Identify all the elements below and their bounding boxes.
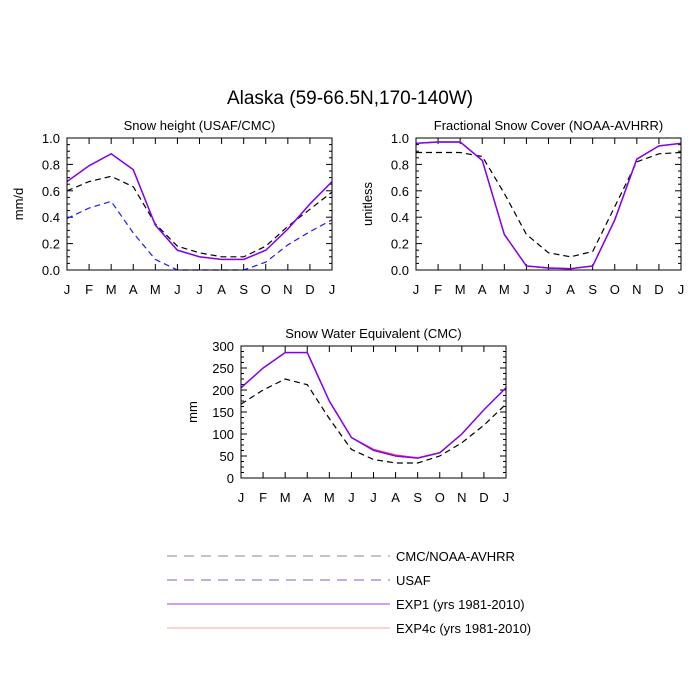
chart-title: Fractional Snow Cover (NOAA-AVHRR) xyxy=(434,118,663,133)
series-line xyxy=(415,141,682,270)
y-tick-label: 300 xyxy=(212,339,234,354)
x-tick-label: J xyxy=(329,282,336,297)
x-tick-label: S xyxy=(239,282,248,297)
series-line xyxy=(66,175,333,258)
x-tick-label: M xyxy=(455,282,466,297)
chart-panel-1: Snow height (USAF/CMC) mm/d 0.0 0.2 0.4 0.6 0.… xyxy=(11,118,335,297)
x-tick-label: M xyxy=(280,490,291,505)
x-tick-label: J xyxy=(678,282,685,297)
x-tick-label: J xyxy=(174,282,181,297)
x-tick-label: O xyxy=(435,490,445,505)
x-tick-label: M xyxy=(150,282,161,297)
y-tick-label: 1.0 xyxy=(391,131,409,146)
y-tick-label: 0.6 xyxy=(391,184,409,199)
y-tick-label: 0.8 xyxy=(42,157,60,172)
series-line xyxy=(66,152,333,261)
y-tick-label: 0.2 xyxy=(391,237,409,252)
figure-title: Alaska (59-66.5N,170-140W) xyxy=(227,88,473,109)
y-tick-label: 150 xyxy=(212,405,234,420)
y-tick-label: 100 xyxy=(212,427,234,442)
x-tick-label: A xyxy=(129,282,138,297)
x-tick-label: O xyxy=(610,282,620,297)
x-tick-label: J xyxy=(348,490,355,505)
x-tick-label: S xyxy=(588,282,597,297)
y-tick-label: 200 xyxy=(212,383,234,398)
x-tick-label: S xyxy=(413,490,422,505)
x-tick-label: D xyxy=(479,490,488,505)
series-line xyxy=(416,151,682,258)
x-tick-label: A xyxy=(217,282,226,297)
y-tick-label: 0.6 xyxy=(42,184,60,199)
legend-label: EXP4c (yrs 1981-2010) xyxy=(396,621,531,636)
legend-label: CMC/NOAA-AVHRR xyxy=(396,549,515,564)
series-line xyxy=(66,200,333,271)
x-tick-label: D xyxy=(654,282,663,297)
series-line xyxy=(240,378,507,464)
x-tick-label: N xyxy=(283,282,292,297)
x-tick-label: N xyxy=(457,490,466,505)
y-axis-label: mm xyxy=(185,401,200,423)
x-tick-label: M xyxy=(324,490,335,505)
x-tick-label: O xyxy=(261,282,271,297)
x-tick-label: J xyxy=(64,282,71,297)
legend: CMC/NOAA-AVHRR USAF EXP1 (yrs 1981-2010) EX… xyxy=(167,549,531,636)
x-tick-label: A xyxy=(391,490,400,505)
x-tick-label: M xyxy=(499,282,510,297)
x-tick-label: J xyxy=(503,490,510,505)
legend-label: USAF xyxy=(396,573,431,588)
plot-frame xyxy=(66,137,333,271)
y-tick-label: 250 xyxy=(212,361,234,376)
x-tick-label: J xyxy=(370,490,377,505)
y-tick-label: 0.0 xyxy=(391,263,409,278)
chart-panel-3: Snow Water Equivalent (CMC) mm 0 50 100 150 20… xyxy=(185,326,509,505)
x-tick-label: N xyxy=(632,282,641,297)
series-line xyxy=(240,351,507,459)
y-axis-label: mm/d xyxy=(11,188,26,221)
x-tick-label: D xyxy=(305,282,314,297)
y-axis-label: unitless xyxy=(360,181,375,226)
legend-label: EXP1 (yrs 1981-2010) xyxy=(396,597,525,612)
x-tick-label: J xyxy=(523,282,530,297)
x-tick-label: A xyxy=(478,282,487,297)
x-tick-label: A xyxy=(303,490,312,505)
x-tick-label: J xyxy=(196,282,203,297)
y-tick-label: 0.0 xyxy=(42,263,60,278)
x-tick-label: J xyxy=(238,490,245,505)
x-tick-label: A xyxy=(566,282,575,297)
y-tick-label: 0.4 xyxy=(42,210,60,225)
chart-title: Snow Water Equivalent (CMC) xyxy=(285,326,462,341)
chart-title: Snow height (USAF/CMC) xyxy=(124,118,276,133)
y-tick-label: 0.4 xyxy=(391,210,409,225)
y-tick-label: 0 xyxy=(227,471,234,486)
chart-panel-2: Fractional Snow Cover (NOAA-AVHRR) unitle… xyxy=(360,118,684,297)
x-tick-label: F xyxy=(259,490,267,505)
x-tick-label: F xyxy=(434,282,442,297)
y-tick-label: 0.2 xyxy=(42,237,60,252)
y-tick-label: 1.0 xyxy=(42,131,60,146)
x-tick-label: J xyxy=(545,282,552,297)
y-tick-label: 50 xyxy=(220,449,234,464)
series-line xyxy=(415,141,682,270)
plot-frame xyxy=(240,345,507,479)
x-tick-label: J xyxy=(413,282,420,297)
x-tick-label: F xyxy=(85,282,93,297)
plot-frame xyxy=(415,137,682,271)
x-tick-label: M xyxy=(106,282,117,297)
y-tick-label: 0.8 xyxy=(391,157,409,172)
series-line xyxy=(240,351,507,459)
series-line xyxy=(66,152,333,261)
